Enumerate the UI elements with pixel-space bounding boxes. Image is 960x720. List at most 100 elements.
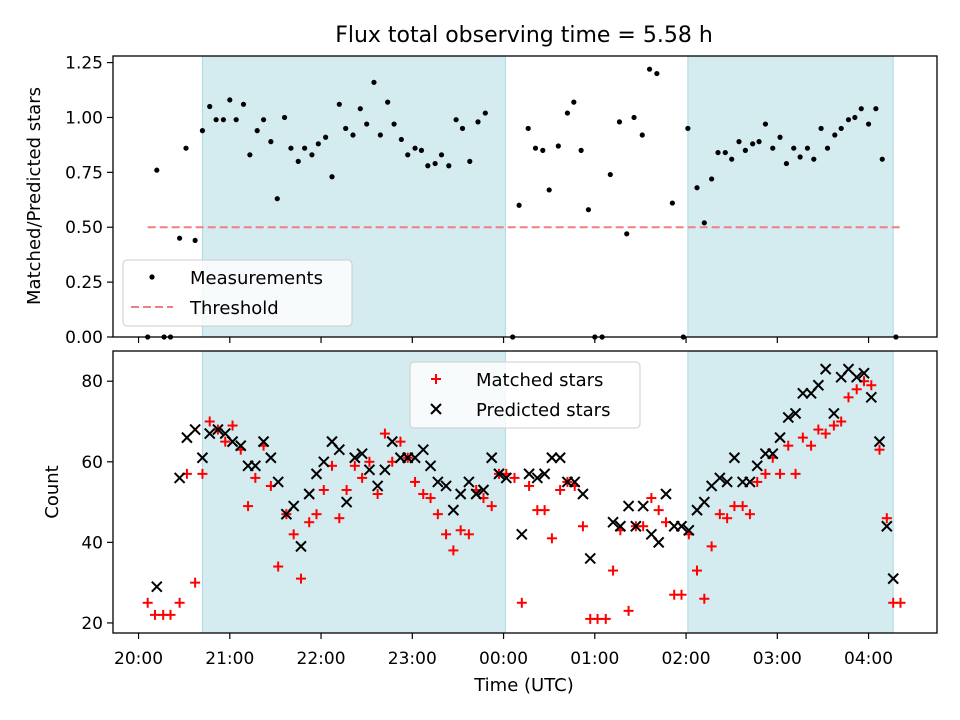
predicted-stars-point-b <box>819 363 832 375</box>
predicted-stars-point-b <box>873 435 886 448</box>
measurement-point <box>783 160 790 167</box>
measurement-point <box>295 158 301 164</box>
chart-title: Flux total observing time = 5.58 h <box>335 23 713 48</box>
predicted-stars-point <box>470 488 482 500</box>
predicted-stars-point <box>440 480 452 492</box>
x-tick-label: 02:00 <box>662 649 711 669</box>
measurement-point <box>685 125 691 132</box>
predicted-stars-point-b <box>842 363 855 375</box>
measurement-point <box>742 147 748 153</box>
x-tick-label: 03:00 <box>753 649 802 669</box>
measurement-point <box>315 141 321 147</box>
measurement-point <box>525 125 531 132</box>
matched-stars-point <box>227 420 238 431</box>
matched-stars-point <box>448 545 459 556</box>
measurement-point <box>879 156 885 162</box>
predicted-stars-point <box>714 472 726 484</box>
matched-stars-point <box>775 468 786 479</box>
measurement-point <box>302 145 308 151</box>
predicted-stars-point-b <box>751 460 763 472</box>
predicted-stars-point-b <box>249 460 262 472</box>
x-tick-label: 20:00 <box>114 649 163 669</box>
ratio-ytick-label: 1.00 <box>65 108 103 128</box>
legend-predicted-marker <box>430 403 442 415</box>
predicted-stars-point-b <box>607 516 619 528</box>
matched-stars-point <box>441 529 452 540</box>
ratio-legend-box <box>122 259 353 327</box>
predicted-stars-point-b <box>744 476 756 488</box>
predicted-stars-point-b <box>417 443 429 456</box>
predicted-stars-point <box>584 552 596 565</box>
x-tick-label: 01:00 <box>570 649 619 669</box>
predicted-stars-point-b <box>257 435 270 448</box>
legend-matched-label: Matched stars <box>476 370 603 391</box>
count-ylabel: Count <box>42 465 63 518</box>
predicted-stars-point <box>477 484 490 496</box>
matched-stars-point <box>395 436 406 447</box>
predicted-stars-point <box>652 536 665 549</box>
ratio-ytick-label: 0.25 <box>65 273 103 293</box>
measurement-point <box>722 149 728 156</box>
measurement-point <box>418 147 425 153</box>
matched-stars-point <box>699 593 710 604</box>
x-tick-label: 04:00 <box>844 649 893 669</box>
matched-stars-point <box>653 505 664 516</box>
measurement-point <box>357 106 363 112</box>
predicted-stars-point-b <box>728 452 741 464</box>
predicted-stars-point <box>340 496 353 508</box>
matched-stars-point <box>797 432 808 443</box>
predicted-stars-point <box>417 443 429 456</box>
predicted-stars-point-b <box>326 435 338 448</box>
predicted-stars-point-b <box>204 427 216 440</box>
predicted-stars-point <box>363 464 376 476</box>
predicted-stars-point <box>318 456 330 468</box>
matched-stars-point <box>760 468 771 479</box>
measurement-point <box>858 106 864 112</box>
predicted-stars-point <box>873 435 886 448</box>
matched-stars-point <box>410 476 421 487</box>
predicted-stars-point-b <box>538 468 551 480</box>
matched-stars-point <box>190 577 201 588</box>
predicted-stars-point <box>538 468 551 480</box>
predicted-stars-point <box>881 520 893 532</box>
predicted-stars-point-b <box>500 472 513 484</box>
predicted-stars-point-b <box>447 504 460 516</box>
matched-stars-point <box>524 480 535 491</box>
ratio-panel-frame <box>112 55 938 338</box>
legend-matched-marker <box>431 374 441 384</box>
measurement-point <box>578 147 584 153</box>
measurement-point <box>391 121 397 127</box>
matched-stars-point <box>250 472 261 483</box>
predicted-stars-point <box>828 407 840 420</box>
measurement-point <box>323 134 329 140</box>
predicted-stars-point-b <box>858 367 870 379</box>
measurement-point <box>585 207 592 213</box>
ratio-ytick-label: 0.50 <box>65 218 103 238</box>
predicted-stars-point <box>675 520 688 532</box>
predicted-stars-point-b <box>554 452 566 464</box>
measurement-point <box>183 145 189 151</box>
measurement-point <box>405 152 411 158</box>
predicted-stars-point-b <box>356 448 368 460</box>
count-ytick-label: 60 <box>81 453 103 473</box>
predicted-stars-point-b <box>660 488 672 500</box>
predicted-stars-point-b <box>828 407 840 420</box>
measurement-point <box>715 149 721 156</box>
measurement-point <box>571 99 577 105</box>
matched-stars-point <box>349 460 360 471</box>
predicted-stars-point <box>887 572 899 585</box>
legend-threshold-label: Threshold <box>189 298 279 319</box>
matched-stars-point <box>418 489 429 500</box>
predicted-stars-point-b <box>432 476 444 488</box>
predicted-stars-point-b <box>577 488 589 500</box>
predicted-stars-point <box>744 476 756 488</box>
matched-stars-point <box>744 509 755 520</box>
predicted-stars-point <box>173 472 186 484</box>
predicted-stars-point <box>607 516 619 528</box>
predicted-stars-point-b <box>371 480 384 492</box>
matched-stars-point <box>372 489 383 500</box>
measurement-point <box>616 119 623 125</box>
measurement-point <box>371 79 377 85</box>
measurement-point <box>268 139 274 145</box>
matched-stars-point <box>706 541 717 552</box>
